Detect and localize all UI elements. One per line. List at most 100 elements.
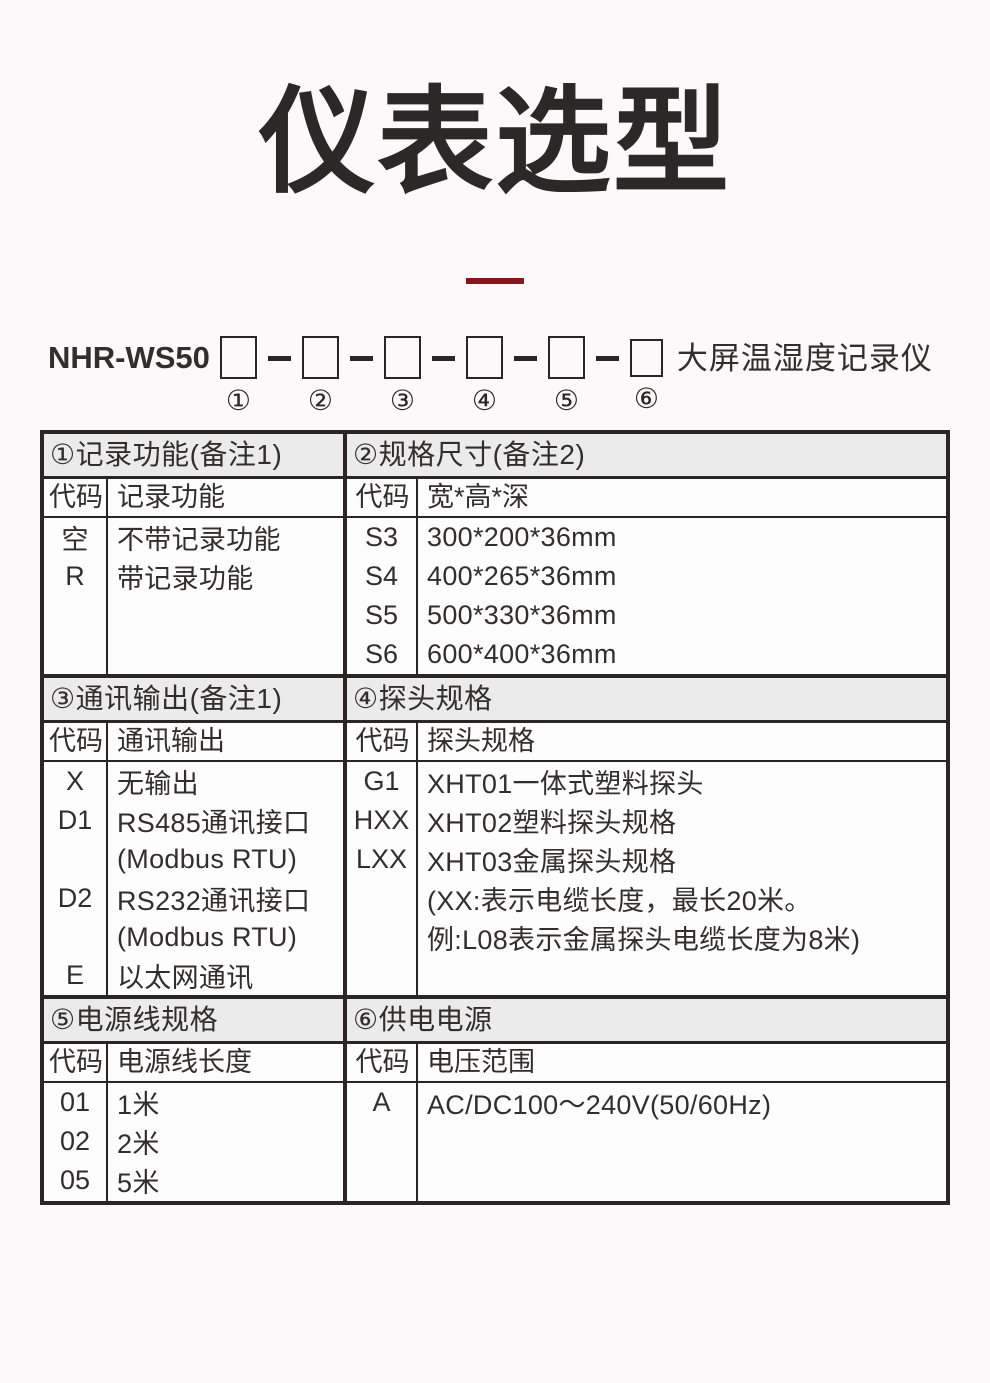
section-1-body: 空 R 不带记录功能 带记录功能 [44, 518, 343, 675]
model-code-box-6 [629, 339, 663, 378]
section-3: ③通讯输出(备注1) 代码 通讯输出 X D1 D2 E 无输出 RS485通讯… [44, 678, 347, 996]
section-5-header: ⑤电源线规格 [44, 999, 343, 1045]
model-segment-3: ③ [383, 336, 421, 417]
code-cell [44, 840, 106, 879]
desc-cell: 2米 [117, 1129, 160, 1160]
code-cell [347, 918, 416, 957]
desc-cell: (Modbus RTU) [117, 843, 298, 874]
selection-table: ①记录功能(备注1) 代码 记录功能 空 R 不带记录功能 带记录功能 ②规格尺… [40, 430, 950, 1206]
code-column: A [347, 1083, 418, 1202]
dash-separator [267, 356, 291, 362]
code-cell [347, 879, 416, 918]
section-2-header: ②规格尺寸(备注2) [347, 434, 946, 480]
desc-cell: 600*400*36mm [427, 638, 617, 669]
section-2: ②规格尺寸(备注2) 代码 宽*高*深 S3 S4 S5 S6 300*200*… [347, 434, 946, 675]
model-code-box-3 [383, 336, 421, 380]
position-marker-3: ③ [389, 385, 415, 417]
desc-column: XHT01一体式塑料探头 XHT02塑料探头规格 XHT03金属探头规格 (XX… [418, 762, 946, 995]
section-5-subheader: 代码 电源线长度 [44, 1044, 343, 1084]
column-header-code: 代码 [347, 479, 418, 517]
section-1-subheader: 代码 记录功能 [44, 479, 343, 519]
section-3-body: X D1 D2 E 无输出 RS485通讯接口 (Modbus RTU) RS2… [44, 762, 343, 996]
section-4: ④探头规格 代码 探头规格 G1 HXX LXX XHT01一体式塑料探头 XH… [347, 678, 946, 996]
column-header-desc: 电源线长度 [117, 1047, 252, 1078]
code-cell [44, 918, 106, 957]
code-cell: S4 [364, 561, 399, 592]
column-header-code: 代码 [44, 479, 108, 517]
position-marker-6: ⑥ [633, 383, 659, 415]
dash-separator [349, 356, 373, 362]
desc-cell: 500*330*36mm [427, 599, 617, 630]
section-6-subheader: 代码 电压范围 [347, 1044, 946, 1084]
desc-cell: AC/DC100～240V(50/60Hz) [427, 1090, 772, 1121]
position-marker-5: ⑤ [553, 385, 579, 417]
section-4-subheader: 代码 探头规格 [347, 723, 946, 763]
code-cell: D1 [57, 805, 93, 836]
position-marker-2: ② [307, 385, 333, 417]
model-code-box-2 [301, 336, 339, 380]
code-cell: S5 [364, 599, 399, 630]
code-cell: HXX [353, 805, 410, 836]
dash-separator [595, 356, 619, 362]
table-band-1: ①记录功能(备注1) 代码 记录功能 空 R 不带记录功能 带记录功能 ②规格尺… [44, 434, 946, 675]
code-column: S3 S4 S5 S6 [347, 518, 418, 675]
desc-cell: 300*200*36mm [427, 522, 617, 553]
desc-cell: XHT03金属探头规格 [427, 846, 677, 877]
model-segment-6: ⑥ [629, 336, 663, 415]
column-header-desc: 探头规格 [427, 726, 535, 757]
code-cell: 01 [59, 1087, 91, 1118]
desc-cell: 例:L08表示金属探头电缆长度为8米) [427, 924, 861, 955]
model-code-box-5 [547, 336, 585, 380]
desc-column: 300*200*36mm 400*265*36mm 500*330*36mm 6… [418, 518, 946, 674]
desc-column: 不带记录功能 带记录功能 [108, 518, 343, 674]
column-header-desc: 宽*高*深 [427, 482, 530, 513]
code-column: X D1 D2 E [44, 762, 108, 996]
desc-cell: 以太网通讯 [117, 963, 254, 994]
section-6-header: ⑥供电电源 [347, 999, 946, 1045]
desc-column: AC/DC100～240V(50/60Hz) [418, 1083, 946, 1201]
model-code-box-1 [219, 336, 257, 380]
section-2-body: S3 S4 S5 S6 300*200*36mm 400*265*36mm 50… [347, 518, 946, 675]
desc-cell: RS485通讯接口 [117, 808, 311, 839]
desc-cell: 1米 [117, 1090, 160, 1121]
section-2-subheader: 代码 宽*高*深 [347, 479, 946, 519]
column-header-desc: 记录功能 [117, 482, 225, 513]
section-3-header: ③通讯输出(备注1) [44, 678, 343, 724]
code-cell: 空 [61, 525, 89, 556]
desc-cell: (XX:表示电缆长度，最长20米。 [427, 885, 812, 916]
section-6-body: A AC/DC100～240V(50/60Hz) [347, 1083, 946, 1202]
table-band-2: ③通讯输出(备注1) 代码 通讯输出 X D1 D2 E 无输出 RS485通讯… [44, 674, 946, 996]
column-header-desc: 通讯输出 [117, 726, 225, 757]
desc-cell: 无输出 [117, 769, 199, 800]
section-5: ⑤电源线规格 代码 电源线长度 01 02 05 1米 2米 5米 [44, 999, 347, 1202]
model-suffix: 大屏温湿度记录仪 [676, 341, 933, 377]
title-underline [466, 278, 524, 285]
section-4-header: ④探头规格 [347, 678, 946, 724]
code-cell: R [65, 561, 85, 592]
code-column: 01 02 05 [44, 1083, 108, 1202]
page-title: 仪表选型 [259, 77, 731, 207]
desc-column: 1米 2米 5米 [108, 1083, 343, 1201]
model-code-builder: NHR-WS50 ① ② ③ ④ ⑤ ⑥ 大屏温湿度记录仪 [48, 336, 990, 416]
model-prefix: NHR-WS50 [48, 340, 210, 376]
section-5-body: 01 02 05 1米 2米 5米 [44, 1083, 343, 1202]
desc-cell: (Modbus RTU) [117, 921, 298, 952]
model-segment-5: ⑤ [547, 336, 585, 417]
section-4-body: G1 HXX LXX XHT01一体式塑料探头 XHT02塑料探头规格 XHT0… [347, 762, 946, 996]
model-segment-4: ④ [465, 336, 503, 416]
code-cell: A [372, 1087, 391, 1118]
section-3-subheader: 代码 通讯输出 [44, 723, 343, 763]
desc-cell: 400*265*36mm [427, 561, 617, 592]
dash-separator [513, 356, 537, 362]
code-cell: LXX [355, 843, 408, 874]
section-1: ①记录功能(备注1) 代码 记录功能 空 R 不带记录功能 带记录功能 [44, 434, 347, 675]
column-header-code: 代码 [44, 1044, 108, 1082]
position-marker-1: ① [225, 385, 251, 417]
desc-cell: RS232通讯接口 [117, 885, 311, 916]
code-column: 空 R [44, 518, 108, 675]
model-segment-2: ② [301, 336, 339, 417]
model-segment-1: ① [219, 336, 257, 417]
desc-cell: 带记录功能 [117, 564, 254, 595]
desc-cell: 不带记录功能 [117, 525, 281, 556]
table-band-3: ⑤电源线规格 代码 电源线长度 01 02 05 1米 2米 5米 ⑥供电电源 [44, 995, 946, 1202]
